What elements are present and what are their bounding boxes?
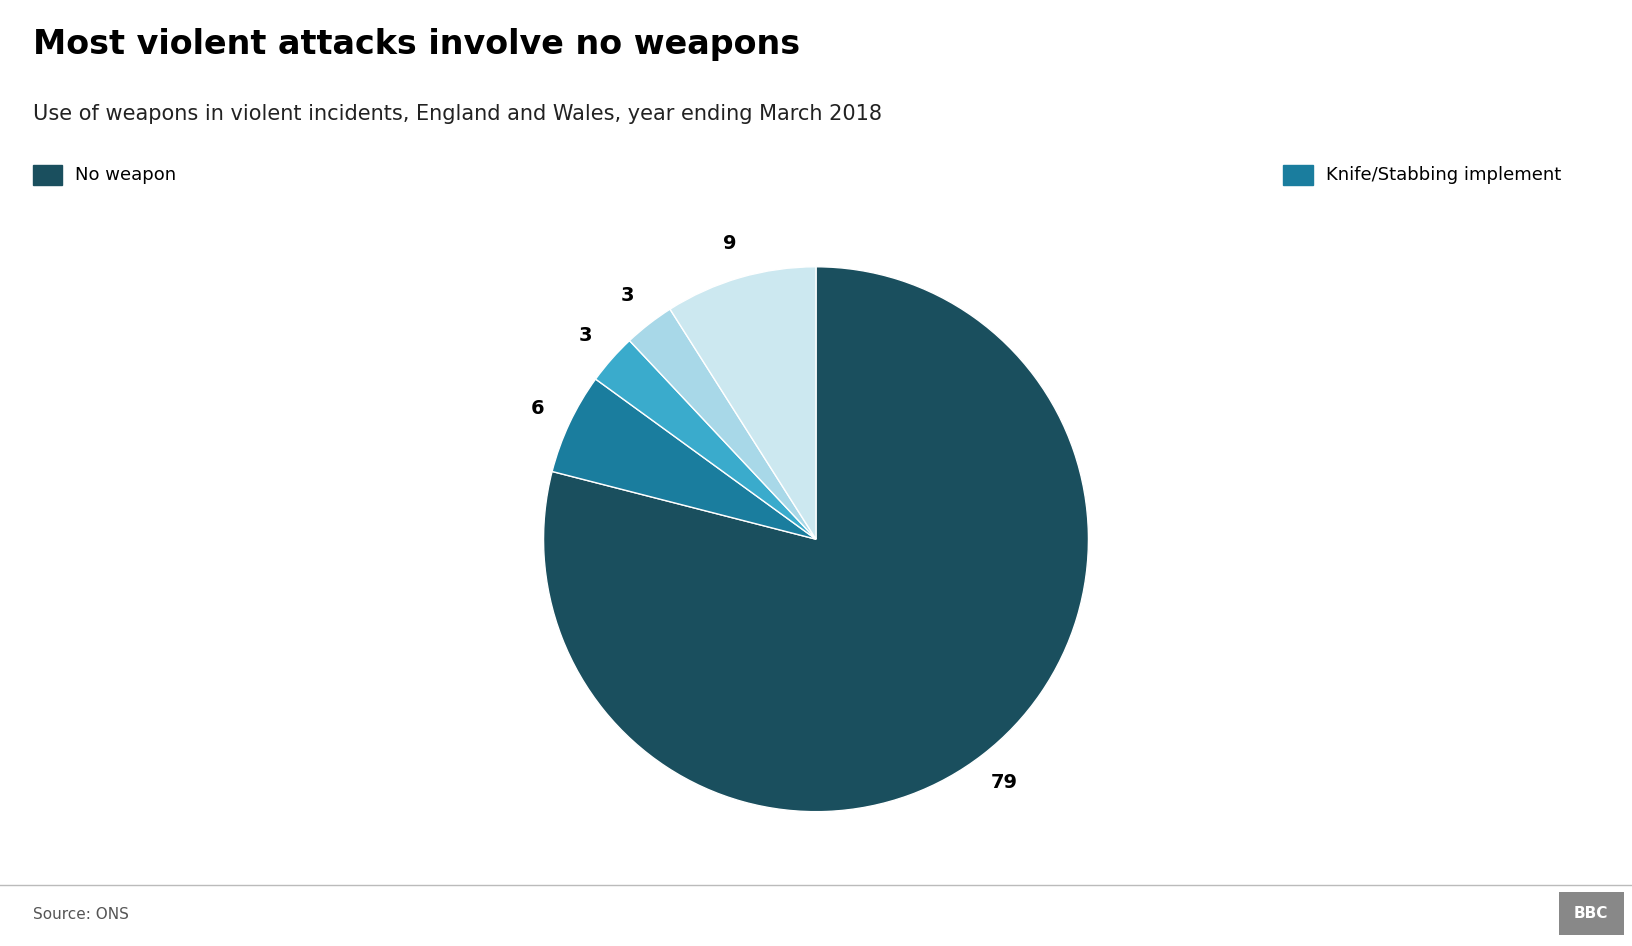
Text: BBC: BBC [1573, 906, 1609, 920]
Text: 3: 3 [620, 287, 635, 306]
Text: Source: ONS: Source: ONS [33, 907, 129, 922]
Text: Use of weapons in violent incidents, England and Wales, year ending March 2018: Use of weapons in violent incidents, Eng… [33, 104, 881, 124]
Text: 79: 79 [991, 773, 1018, 792]
Text: No weapon: No weapon [75, 166, 176, 184]
Wedge shape [543, 267, 1089, 812]
Wedge shape [552, 379, 816, 539]
Wedge shape [596, 341, 816, 539]
Wedge shape [671, 267, 816, 539]
Text: 9: 9 [723, 234, 738, 254]
Text: 3: 3 [578, 326, 592, 345]
Text: 6: 6 [530, 398, 543, 417]
Text: Knife/Stabbing implement: Knife/Stabbing implement [1325, 166, 1562, 184]
Wedge shape [630, 309, 816, 539]
Text: Most violent attacks involve no weapons: Most violent attacks involve no weapons [33, 28, 800, 61]
